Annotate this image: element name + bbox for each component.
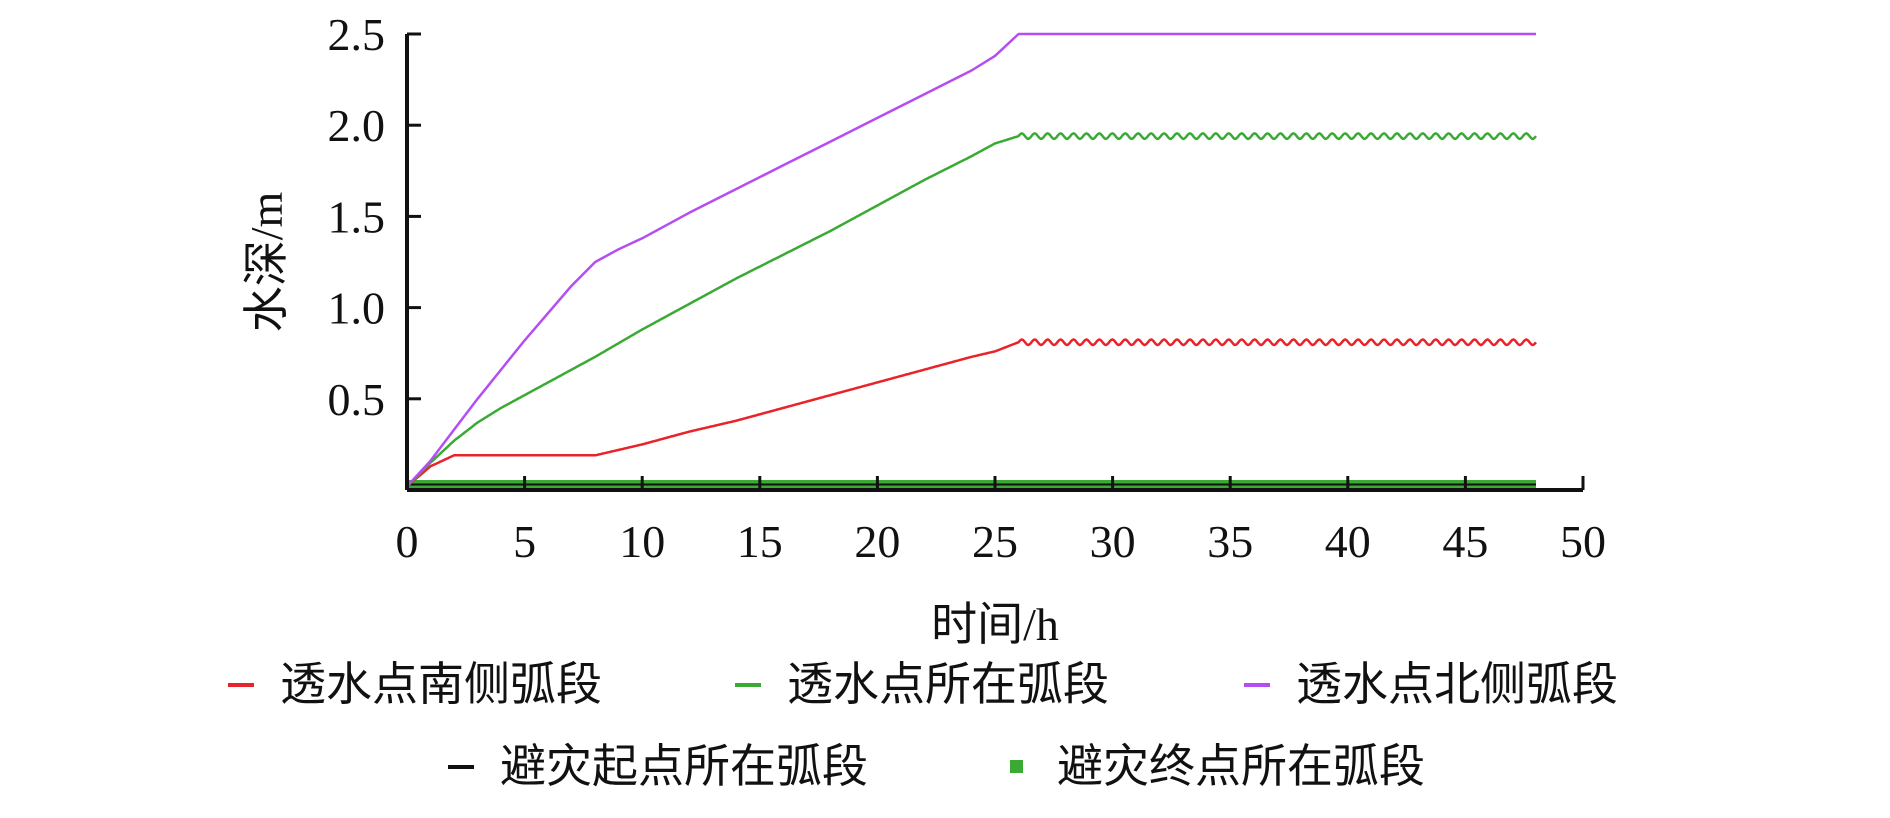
legend-label: 透水点北侧弧段 (1296, 657, 1618, 711)
y-ticks: 0.5 1.0 1.5 2.0 2.5 (328, 9, 421, 425)
axes: 0.5 1.0 1.5 2.0 2.5 0 5 10 15 20 25 30 35 40 45 50 (328, 9, 1607, 567)
x-tick-label: 40 (1325, 516, 1371, 567)
legend-label: 避灾终点所在弧段 (1057, 739, 1425, 793)
x-tick-label: 35 (1207, 516, 1253, 567)
x-ticks: 0 5 10 15 20 25 30 35 40 45 50 (396, 476, 1606, 567)
y-tick-label: 2.0 (328, 100, 386, 151)
x-tick-label: 30 (1090, 516, 1136, 567)
legend-label: 透水点南侧弧段 (280, 657, 602, 711)
legend-label: 避灾起点所在弧段 (500, 739, 868, 793)
series-line-1 (406, 132, 1537, 488)
legend-swatch (1010, 760, 1023, 773)
plot-lines (406, 32, 1537, 489)
x-tick-label: 50 (1560, 516, 1606, 567)
x-tick-label: 20 (854, 516, 900, 567)
x-tick-label: 5 (513, 516, 536, 567)
x-tick-label: 10 (619, 516, 665, 567)
series-line-0 (406, 338, 1537, 488)
y-tick-label: 0.5 (328, 374, 386, 425)
x-tick-label: 25 (972, 516, 1018, 567)
y-axis-title: 水深/m (241, 192, 292, 333)
y-tick-label: 2.5 (328, 9, 386, 60)
x-tick-label: 15 (737, 516, 783, 567)
y-tick-label: 1.0 (328, 283, 386, 334)
series-line-2 (406, 32, 1536, 488)
legend-label: 透水点所在弧段 (787, 657, 1109, 711)
x-axis-title: 时间/h (931, 599, 1059, 650)
y-tick-label: 1.5 (328, 191, 386, 242)
x-tick-label: 0 (396, 516, 419, 567)
x-tick-label: 45 (1442, 516, 1488, 567)
